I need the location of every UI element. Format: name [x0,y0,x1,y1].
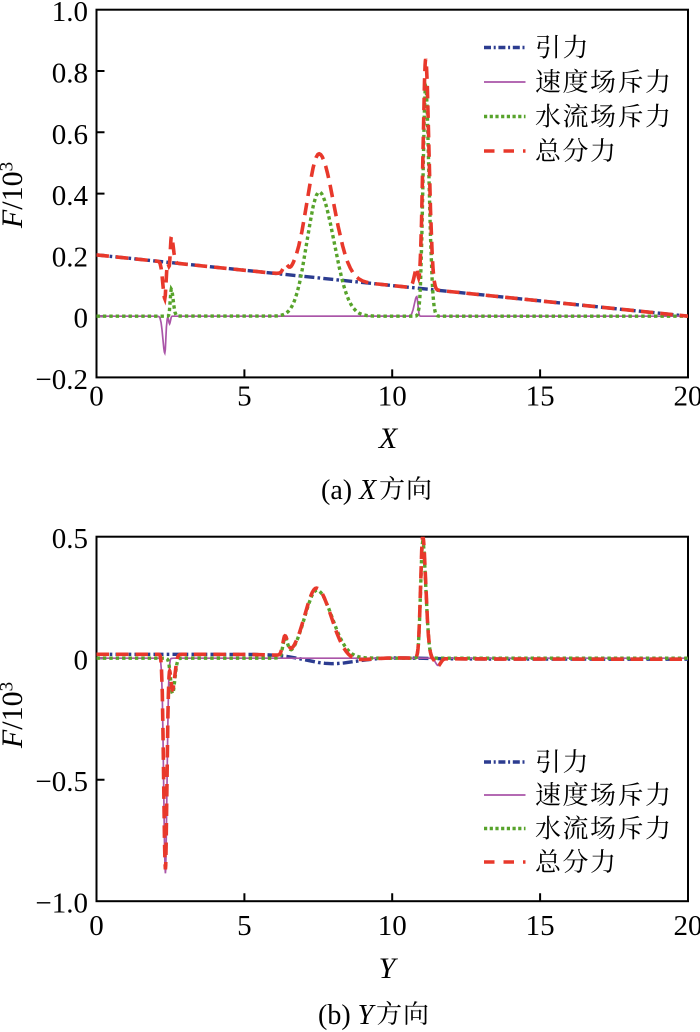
svg-text:(a) X: (a) X [321,475,377,506]
svg-text:−1.0: −1.0 [35,888,88,920]
svg-text:15: 15 [526,910,555,942]
svg-text:−0.2: −0.2 [35,364,88,396]
svg-text:0.5: 0.5 [52,523,88,555]
svg-text:X: X [378,422,399,455]
svg-text:0: 0 [89,381,104,413]
svg-text:5: 5 [237,910,252,942]
svg-text:0: 0 [89,910,104,942]
svg-text:(b) Y: (b) Y [318,1000,377,1031]
svg-text:0.6: 0.6 [52,119,88,151]
svg-text:0: 0 [74,645,89,677]
svg-text:F/103: F/103 [0,162,29,229]
svg-text:0.2: 0.2 [52,241,88,273]
svg-text:20: 20 [674,910,700,942]
svg-text:20: 20 [674,381,700,413]
svg-text:10: 10 [378,910,407,942]
svg-text:0.4: 0.4 [52,180,89,212]
svg-text:Y: Y [379,952,399,985]
svg-text:−0.5: −0.5 [35,766,88,798]
svg-text:10: 10 [378,381,407,413]
svg-text:F/103: F/103 [0,682,29,749]
svg-text:0.8: 0.8 [52,58,88,90]
svg-text:5: 5 [237,381,252,413]
svg-text:1.0: 1.0 [52,0,88,28]
svg-text:0: 0 [74,303,89,335]
svg-text:15: 15 [526,381,555,413]
